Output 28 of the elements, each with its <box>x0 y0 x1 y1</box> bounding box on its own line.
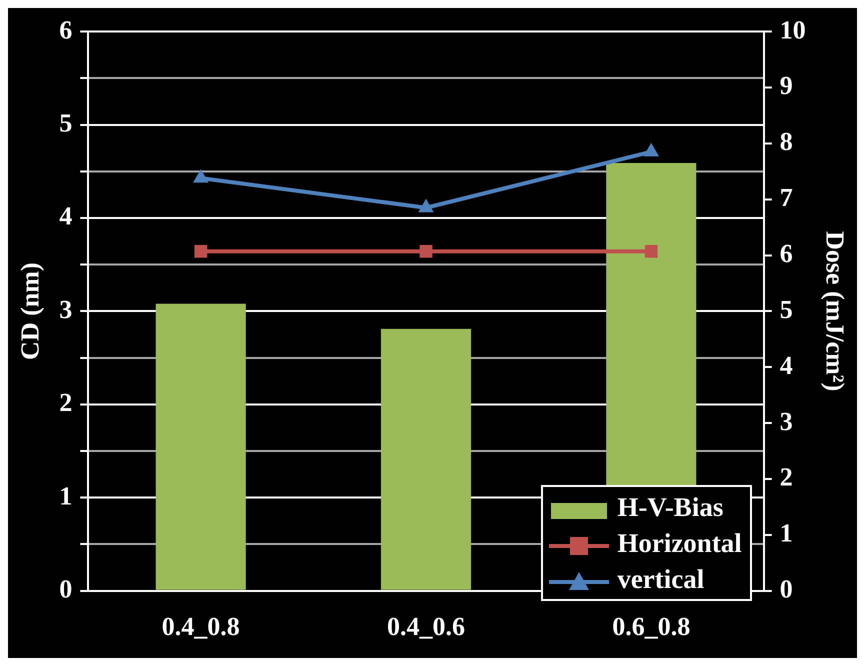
bar <box>380 328 472 590</box>
y2-tick-label: 8 <box>780 127 793 156</box>
y-tick-label: 2 <box>59 388 72 418</box>
y2-tick-label: 2 <box>780 462 793 492</box>
y2-tick-label: 4 <box>780 350 793 380</box>
x-tick-label: 0.4_0.8 <box>162 612 240 642</box>
legend-label: vertical <box>617 564 704 594</box>
legend-label: H-V-Bias <box>617 492 724 522</box>
y2-axis-title: Dose (mJ/cm²) <box>820 231 850 392</box>
y-tick-label: 4 <box>59 202 72 231</box>
x-tick-label: 0.4_0.6 <box>387 612 465 642</box>
y2-tick-label: 0 <box>780 574 793 604</box>
y-tick-label: 1 <box>59 481 72 510</box>
bar <box>156 304 246 590</box>
y-tick-label: 3 <box>59 294 72 324</box>
y2-tick-label: 7 <box>780 183 793 212</box>
y2-tick-label: 9 <box>780 71 793 100</box>
legend-label: Horizontal <box>617 528 742 558</box>
y-axis-title: CD (nm) <box>15 262 44 360</box>
y2-tick-label: 6 <box>780 239 793 268</box>
y-tick-label: 6 <box>59 15 72 44</box>
y-tick-label: 0 <box>59 574 72 604</box>
y2-tick-label: 1 <box>780 518 793 548</box>
y2-tick-label: 10 <box>780 15 806 44</box>
y2-tick-label: 3 <box>780 406 793 436</box>
y-tick-label: 5 <box>59 108 72 138</box>
y2-tick-label: 5 <box>780 294 793 324</box>
x-tick-label: 0.6_0.8 <box>612 612 690 642</box>
